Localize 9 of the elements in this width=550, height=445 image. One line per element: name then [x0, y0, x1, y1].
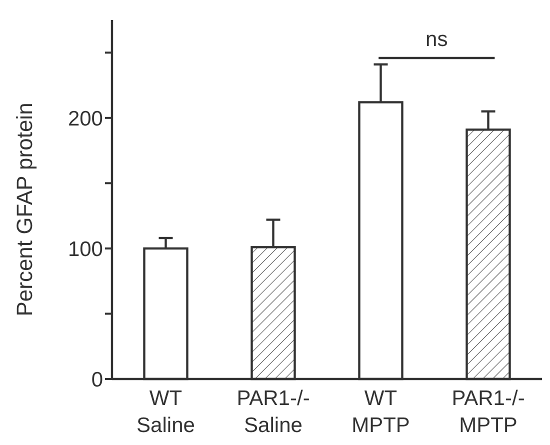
annotation: ns [426, 28, 448, 51]
y-tick-label: 0 [91, 368, 103, 392]
x-tick-label: PAR1-/- Saline [236, 387, 310, 437]
y-tick-label: 200 [68, 107, 103, 130]
x-tick-label: WT MPTP [352, 387, 410, 437]
y-tick-label: 100 [68, 238, 103, 261]
x-tick-label: WT Saline [136, 387, 195, 437]
y-axis-title: Percent GFAP protein [12, 102, 37, 316]
x-tick-label: PAR1-/- MPTP [452, 387, 525, 437]
